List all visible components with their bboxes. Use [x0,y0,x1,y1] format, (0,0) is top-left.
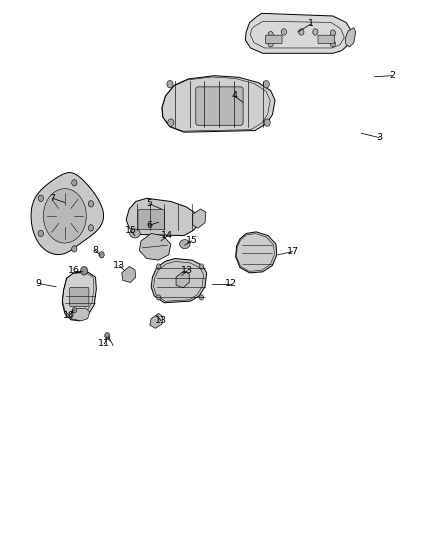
FancyBboxPatch shape [196,87,243,125]
FancyBboxPatch shape [138,209,165,230]
Circle shape [88,225,94,231]
Text: 15: 15 [124,226,137,235]
Text: 17: 17 [286,247,299,256]
Circle shape [156,264,161,269]
Text: 2: 2 [389,71,395,80]
Polygon shape [43,189,86,243]
Circle shape [264,119,270,126]
Text: 12: 12 [225,279,237,288]
Circle shape [81,266,88,275]
Polygon shape [345,28,356,47]
Circle shape [105,333,110,339]
Text: 4: 4 [231,92,237,100]
Polygon shape [31,173,104,255]
Polygon shape [193,209,206,228]
Polygon shape [130,229,140,238]
Circle shape [72,308,77,313]
Circle shape [156,295,161,300]
Polygon shape [176,271,189,288]
Circle shape [88,200,94,207]
Circle shape [167,80,173,88]
Text: 1: 1 [308,20,314,28]
Polygon shape [151,259,207,303]
Polygon shape [71,308,90,321]
Circle shape [168,119,174,126]
Polygon shape [180,240,190,248]
FancyBboxPatch shape [70,287,89,306]
Text: 8: 8 [92,246,99,255]
Text: 10: 10 [63,311,75,320]
Text: 13: 13 [181,266,194,275]
Polygon shape [162,76,275,132]
Polygon shape [150,313,163,328]
Text: 14: 14 [161,231,173,240]
Circle shape [330,30,336,36]
FancyBboxPatch shape [265,35,282,44]
Circle shape [281,29,286,35]
Circle shape [299,29,304,35]
Polygon shape [126,198,199,236]
FancyBboxPatch shape [318,35,335,44]
Polygon shape [139,233,171,260]
Circle shape [268,31,273,38]
Text: 6: 6 [146,221,152,230]
Text: 13: 13 [113,261,125,270]
Circle shape [72,246,77,252]
Circle shape [72,180,77,186]
Text: 5: 5 [146,199,152,208]
Circle shape [38,230,43,237]
Circle shape [263,80,269,88]
Circle shape [99,252,104,258]
Circle shape [313,29,318,35]
Text: 3: 3 [376,133,382,142]
Text: 9: 9 [35,279,42,288]
Polygon shape [236,232,277,273]
Text: 16: 16 [67,266,80,275]
Circle shape [199,295,204,300]
Text: 13: 13 [155,317,167,325]
Circle shape [330,41,336,47]
Polygon shape [122,266,136,282]
Text: 15: 15 [186,237,198,245]
Circle shape [38,195,43,201]
Text: 11: 11 [98,340,110,348]
Polygon shape [245,13,350,53]
Text: 7: 7 [49,194,56,203]
Circle shape [268,41,273,47]
Circle shape [199,264,204,269]
Polygon shape [62,272,96,321]
